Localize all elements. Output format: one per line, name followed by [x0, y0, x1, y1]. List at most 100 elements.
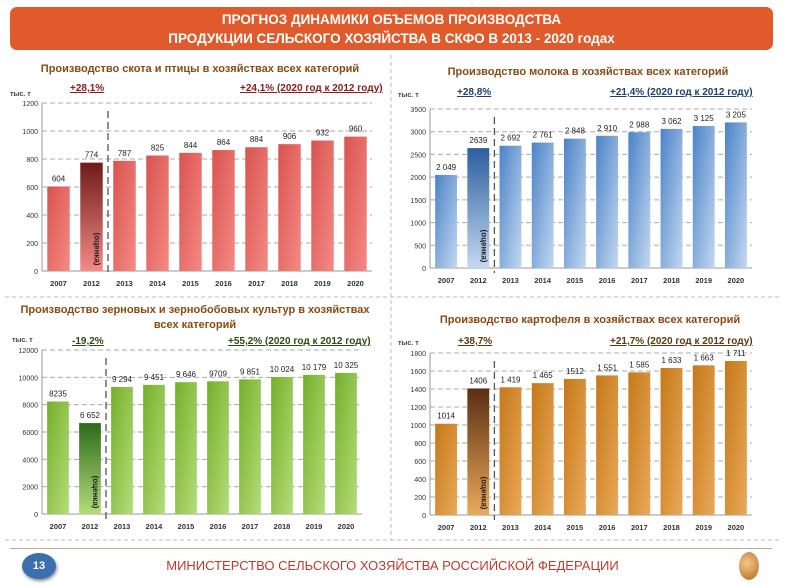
x-tick-label: 2012 [470, 523, 487, 532]
data-label: 1 551 [597, 363, 618, 372]
x-tick-label: 2013 [502, 276, 519, 285]
data-label: 3 062 [661, 117, 682, 126]
data-label: 2 910 [597, 124, 618, 133]
x-tick-label: 2016 [599, 523, 616, 532]
data-label: 774 [85, 151, 99, 160]
x-tick-label: 2016 [210, 522, 227, 531]
y-tick-label: 2000 [410, 175, 426, 182]
y-axis-unit: тыс. т [398, 92, 419, 99]
y-tick-label: 2000 [22, 485, 38, 492]
x-tick-label: 2017 [631, 276, 648, 285]
data-label: 825 [151, 144, 165, 153]
page-number-badge: 13 [22, 553, 56, 579]
bar-2013 [111, 386, 133, 514]
y-tick-label: 1200 [22, 101, 38, 108]
data-label: 3 125 [694, 114, 715, 123]
y-tick-label: 3500 [410, 107, 426, 114]
chart-title: всех категорий [154, 319, 236, 331]
growth-2012-2020: +55,2% (2020 год к 2012 году) [228, 336, 371, 347]
data-label: 10 179 [302, 363, 327, 372]
bar-2015 [563, 378, 586, 515]
data-label: 1 419 [500, 375, 521, 384]
chart-2: Производство молока в хозяйствах всех ка… [398, 66, 753, 285]
x-tick-label: 2012 [83, 279, 100, 288]
x-tick-label: 2016 [599, 276, 616, 285]
data-label: 884 [250, 135, 264, 144]
y-tick-label: 1600 [410, 369, 426, 376]
y-tick-label: 12000 [19, 348, 39, 355]
x-tick-label: 2015 [178, 522, 195, 531]
x-tick-label: 2007 [50, 522, 67, 531]
data-label: 906 [283, 132, 297, 141]
x-tick-label: 2007 [50, 279, 67, 288]
x-tick-label: 2018 [663, 523, 680, 532]
chart-title: Производство молока в хозяйствах всех ка… [448, 66, 729, 78]
y-tick-label: 0 [422, 513, 426, 520]
y-tick-label: 1000 [410, 423, 426, 430]
data-label: 6 652 [80, 411, 101, 420]
bar-2017 [628, 132, 651, 268]
y-tick-label: 6000 [22, 430, 38, 437]
footer-divider [10, 548, 772, 549]
x-tick-label: 2019 [695, 276, 712, 285]
x-tick-label: 2012 [82, 522, 99, 531]
y-tick-label: 2500 [410, 152, 426, 159]
data-label: 1512 [566, 367, 584, 376]
chart-4: Производство картофеля в хозяйствах всех… [398, 314, 753, 532]
x-tick-label: 2013 [116, 279, 133, 288]
data-label: 2 988 [629, 120, 650, 129]
x-tick-label: 2014 [146, 522, 164, 531]
slide-header: ПРОГНОЗ ДИНАМИКИ ОБЪЕМОВ ПРОИЗВОДСТВА ПР… [10, 7, 773, 50]
data-label: 9709 [209, 369, 227, 378]
bar-2012 [467, 388, 490, 515]
growth-2007-2012: +38,7% [458, 336, 492, 347]
x-tick-label: 2014 [534, 276, 552, 285]
data-label: 9 646 [176, 370, 197, 379]
data-label: 864 [217, 138, 231, 147]
y-tick-label: 400 [414, 477, 426, 484]
y-tick-label: 600 [414, 459, 426, 466]
x-tick-label: 2014 [149, 279, 167, 288]
bar-2018 [271, 377, 293, 514]
growth-2012-2020: +21,7% (2020 год к 2012 году) [610, 336, 753, 347]
bar-2018 [660, 128, 683, 268]
x-tick-label: 2013 [502, 523, 519, 532]
bar-2019 [311, 140, 334, 271]
y-axis-unit: тыс. т [398, 340, 419, 347]
x-tick-label: 2018 [274, 522, 291, 531]
bar-2015 [175, 382, 197, 514]
x-tick-label: 2017 [248, 279, 265, 288]
data-label: 604 [52, 174, 66, 183]
estimate-label: (оценка) [93, 233, 102, 266]
y-tick-label: 0 [422, 266, 426, 273]
x-tick-label: 2019 [306, 522, 323, 531]
bar-2019 [692, 365, 715, 515]
bar-2014 [531, 142, 554, 268]
y-tick-label: 800 [414, 441, 426, 448]
y-axis-unit: тыс. т [12, 337, 33, 344]
y-tick-label: 10000 [19, 375, 39, 382]
data-label: 2 692 [500, 134, 521, 143]
x-tick-label: 2013 [114, 522, 131, 531]
data-label: 1 585 [629, 360, 650, 369]
data-label: 1 663 [694, 353, 715, 362]
x-tick-label: 2015 [182, 279, 199, 288]
data-label: 8235 [49, 389, 67, 398]
x-tick-label: 2019 [314, 279, 331, 288]
estimate-label: (оценка) [479, 230, 488, 263]
chart-title: Производство картофеля в хозяйствах всех… [440, 314, 740, 326]
y-tick-label: 200 [414, 495, 426, 502]
x-tick-label: 2016 [215, 279, 232, 288]
y-tick-label: 400 [26, 213, 38, 220]
bar-2013 [499, 145, 522, 268]
bar-2019 [303, 374, 325, 514]
data-label: 1406 [469, 376, 487, 385]
bar-2014 [143, 384, 165, 514]
x-tick-label: 2007 [438, 523, 455, 532]
x-tick-label: 2019 [695, 523, 712, 532]
data-label: 9 294 [112, 375, 133, 384]
y-tick-label: 0 [34, 512, 38, 519]
bar-2007 [435, 423, 458, 515]
growth-2007-2012: -19,2% [72, 336, 104, 347]
x-tick-label: 2020 [347, 279, 364, 288]
